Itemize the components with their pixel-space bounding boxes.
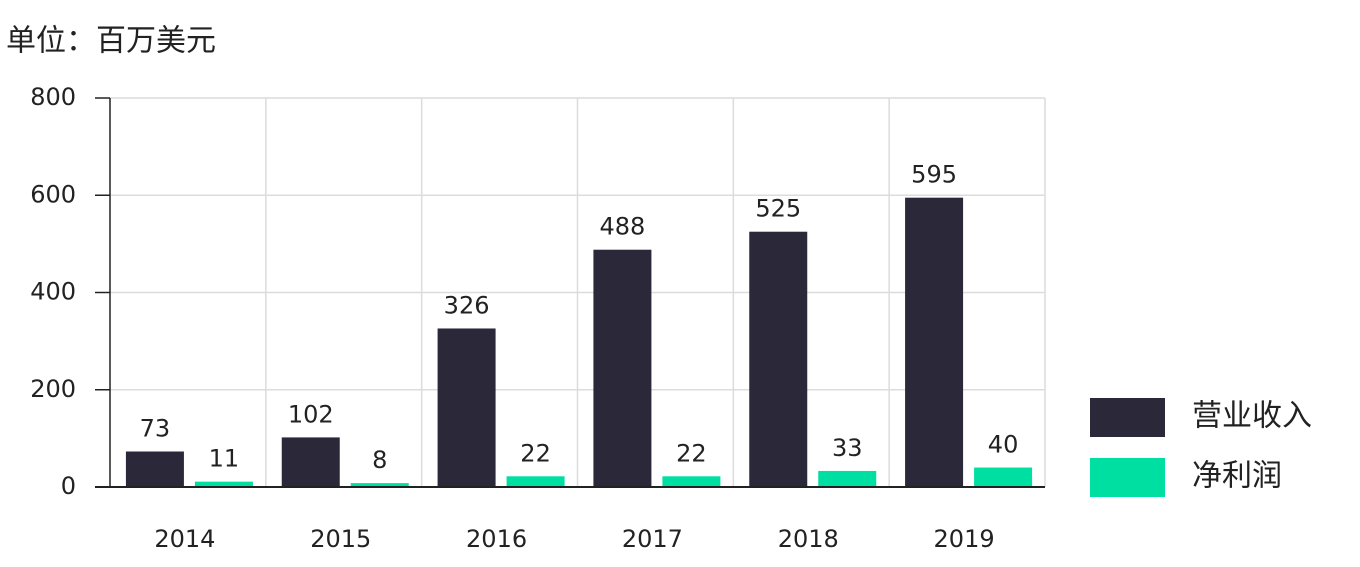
- value-label: 11: [209, 445, 240, 473]
- bar: [749, 231, 808, 487]
- bar: [818, 470, 877, 487]
- bar: [974, 467, 1033, 487]
- x-tick-label: 2014: [154, 525, 215, 553]
- legend-swatch: [1090, 398, 1165, 437]
- bar: [905, 197, 964, 487]
- y-tick-label: 200: [30, 375, 76, 403]
- bar: [593, 249, 652, 487]
- value-label: 8: [372, 446, 387, 474]
- value-label: 326: [444, 291, 490, 319]
- legend-label: 净利润: [1192, 459, 1282, 494]
- value-label: 595: [911, 161, 957, 189]
- legend-label: 营业收入: [1192, 399, 1312, 434]
- bar: [662, 476, 721, 487]
- bar: [125, 451, 184, 487]
- legend-swatch: [1090, 458, 1165, 497]
- value-label: 525: [755, 195, 801, 223]
- x-tick-label: 2018: [778, 525, 839, 553]
- value-label: 40: [988, 431, 1019, 459]
- value-label: 33: [832, 434, 863, 462]
- value-label: 22: [520, 439, 551, 467]
- x-tick-label: 2016: [466, 525, 527, 553]
- bar: [506, 476, 565, 487]
- bar: [437, 328, 496, 487]
- value-label: 488: [600, 213, 646, 241]
- x-tick-label: 2015: [310, 525, 371, 553]
- value-label: 102: [288, 400, 334, 428]
- y-tick-label: 800: [30, 83, 76, 111]
- y-tick-label: 600: [30, 180, 76, 208]
- y-tick-label: 0: [61, 472, 76, 500]
- value-label: 73: [140, 415, 171, 443]
- y-tick-label: 400: [30, 278, 76, 306]
- bar: [281, 437, 340, 487]
- chart-title: 单位：百万美元: [6, 24, 216, 59]
- x-tick-label: 2019: [934, 525, 995, 553]
- value-label: 22: [676, 439, 707, 467]
- x-tick-label: 2017: [622, 525, 683, 553]
- bar: [194, 481, 253, 487]
- bar: [350, 483, 409, 487]
